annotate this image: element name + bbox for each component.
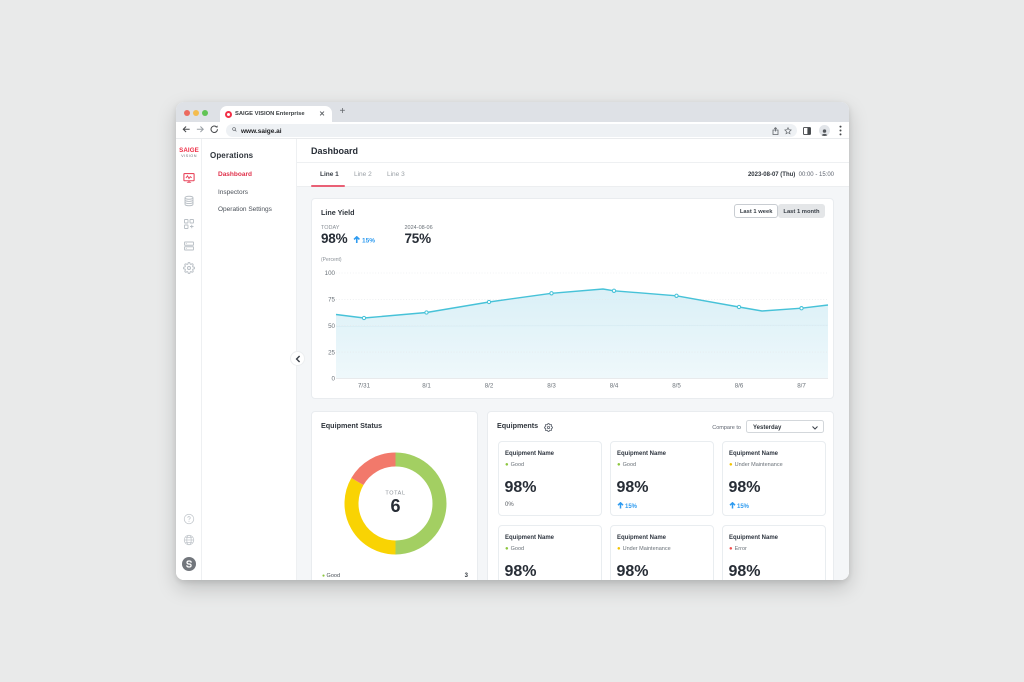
svg-text:8/4: 8/4 — [610, 383, 619, 390]
svg-text:0: 0 — [332, 376, 336, 383]
svg-text:TOTAL: TOTAL — [385, 491, 405, 497]
svg-text:75: 75 — [328, 297, 335, 304]
svg-text:8/2: 8/2 — [485, 383, 494, 390]
svg-text:8/6: 8/6 — [735, 383, 744, 390]
svg-text:25: 25 — [328, 349, 335, 356]
svg-text:(Percent): (Percent) — [321, 257, 342, 263]
svg-text:7/31: 7/31 — [358, 383, 371, 390]
svg-text:50: 50 — [328, 323, 335, 330]
svg-text:8/1: 8/1 — [422, 383, 431, 390]
svg-text:100: 100 — [325, 270, 336, 277]
svg-text:8/5: 8/5 — [672, 383, 681, 390]
svg-text:8/7: 8/7 — [797, 383, 806, 390]
svg-text:6: 6 — [390, 496, 400, 516]
svg-text:8/3: 8/3 — [547, 383, 556, 390]
